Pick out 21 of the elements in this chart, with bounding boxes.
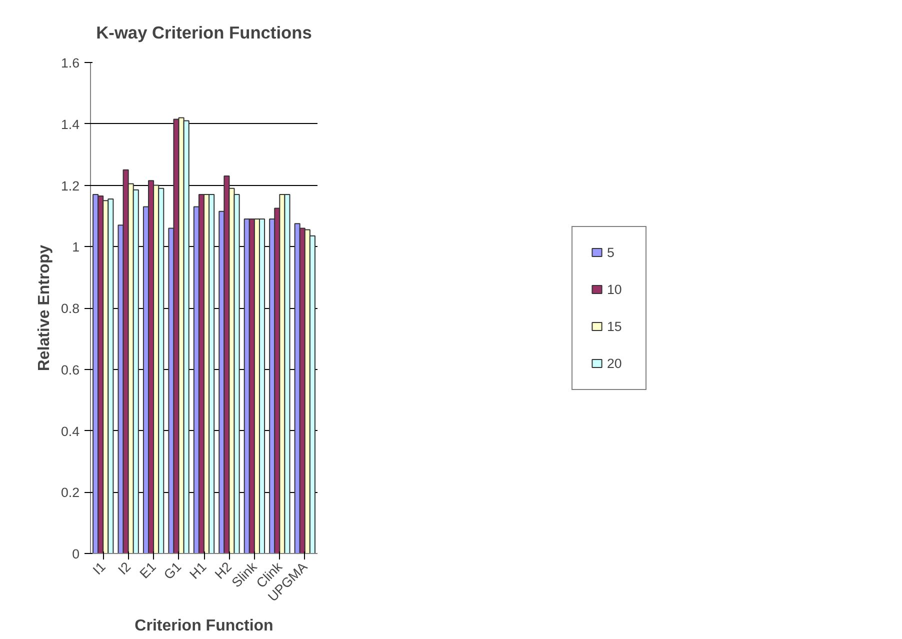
y-tick-label: 0.4 bbox=[60, 424, 80, 439]
y-tick-label: 1 bbox=[72, 240, 80, 255]
legend-label: 10 bbox=[607, 282, 623, 296]
y-tick-label: 0.6 bbox=[60, 362, 80, 378]
legend-label: 15 bbox=[607, 318, 623, 334]
x-tick-label: E1 bbox=[136, 559, 159, 582]
x-tick-label: I2 bbox=[115, 559, 134, 578]
x-tick-label: H1 bbox=[186, 559, 210, 582]
y-tick-label: 1.6 bbox=[60, 56, 80, 70]
legend-label: 5 bbox=[607, 244, 616, 260]
y-tick-label: 0 bbox=[72, 546, 80, 562]
y-tick-label: 0.8 bbox=[60, 301, 80, 316]
x-axis-title: Criterion Function bbox=[134, 618, 274, 635]
x-tick-label: G1 bbox=[160, 559, 184, 582]
y-tick-label: 1.4 bbox=[60, 116, 80, 132]
x-tick-label: I1 bbox=[90, 559, 108, 578]
chart-title: K-way Criterion Functions bbox=[96, 22, 312, 42]
legend-label: 20 bbox=[607, 356, 623, 370]
y-axis-title: Relative Entropy bbox=[36, 244, 53, 372]
y-tick-label: 1.2 bbox=[60, 178, 80, 194]
y-tick-label: 0.2 bbox=[60, 485, 80, 500]
